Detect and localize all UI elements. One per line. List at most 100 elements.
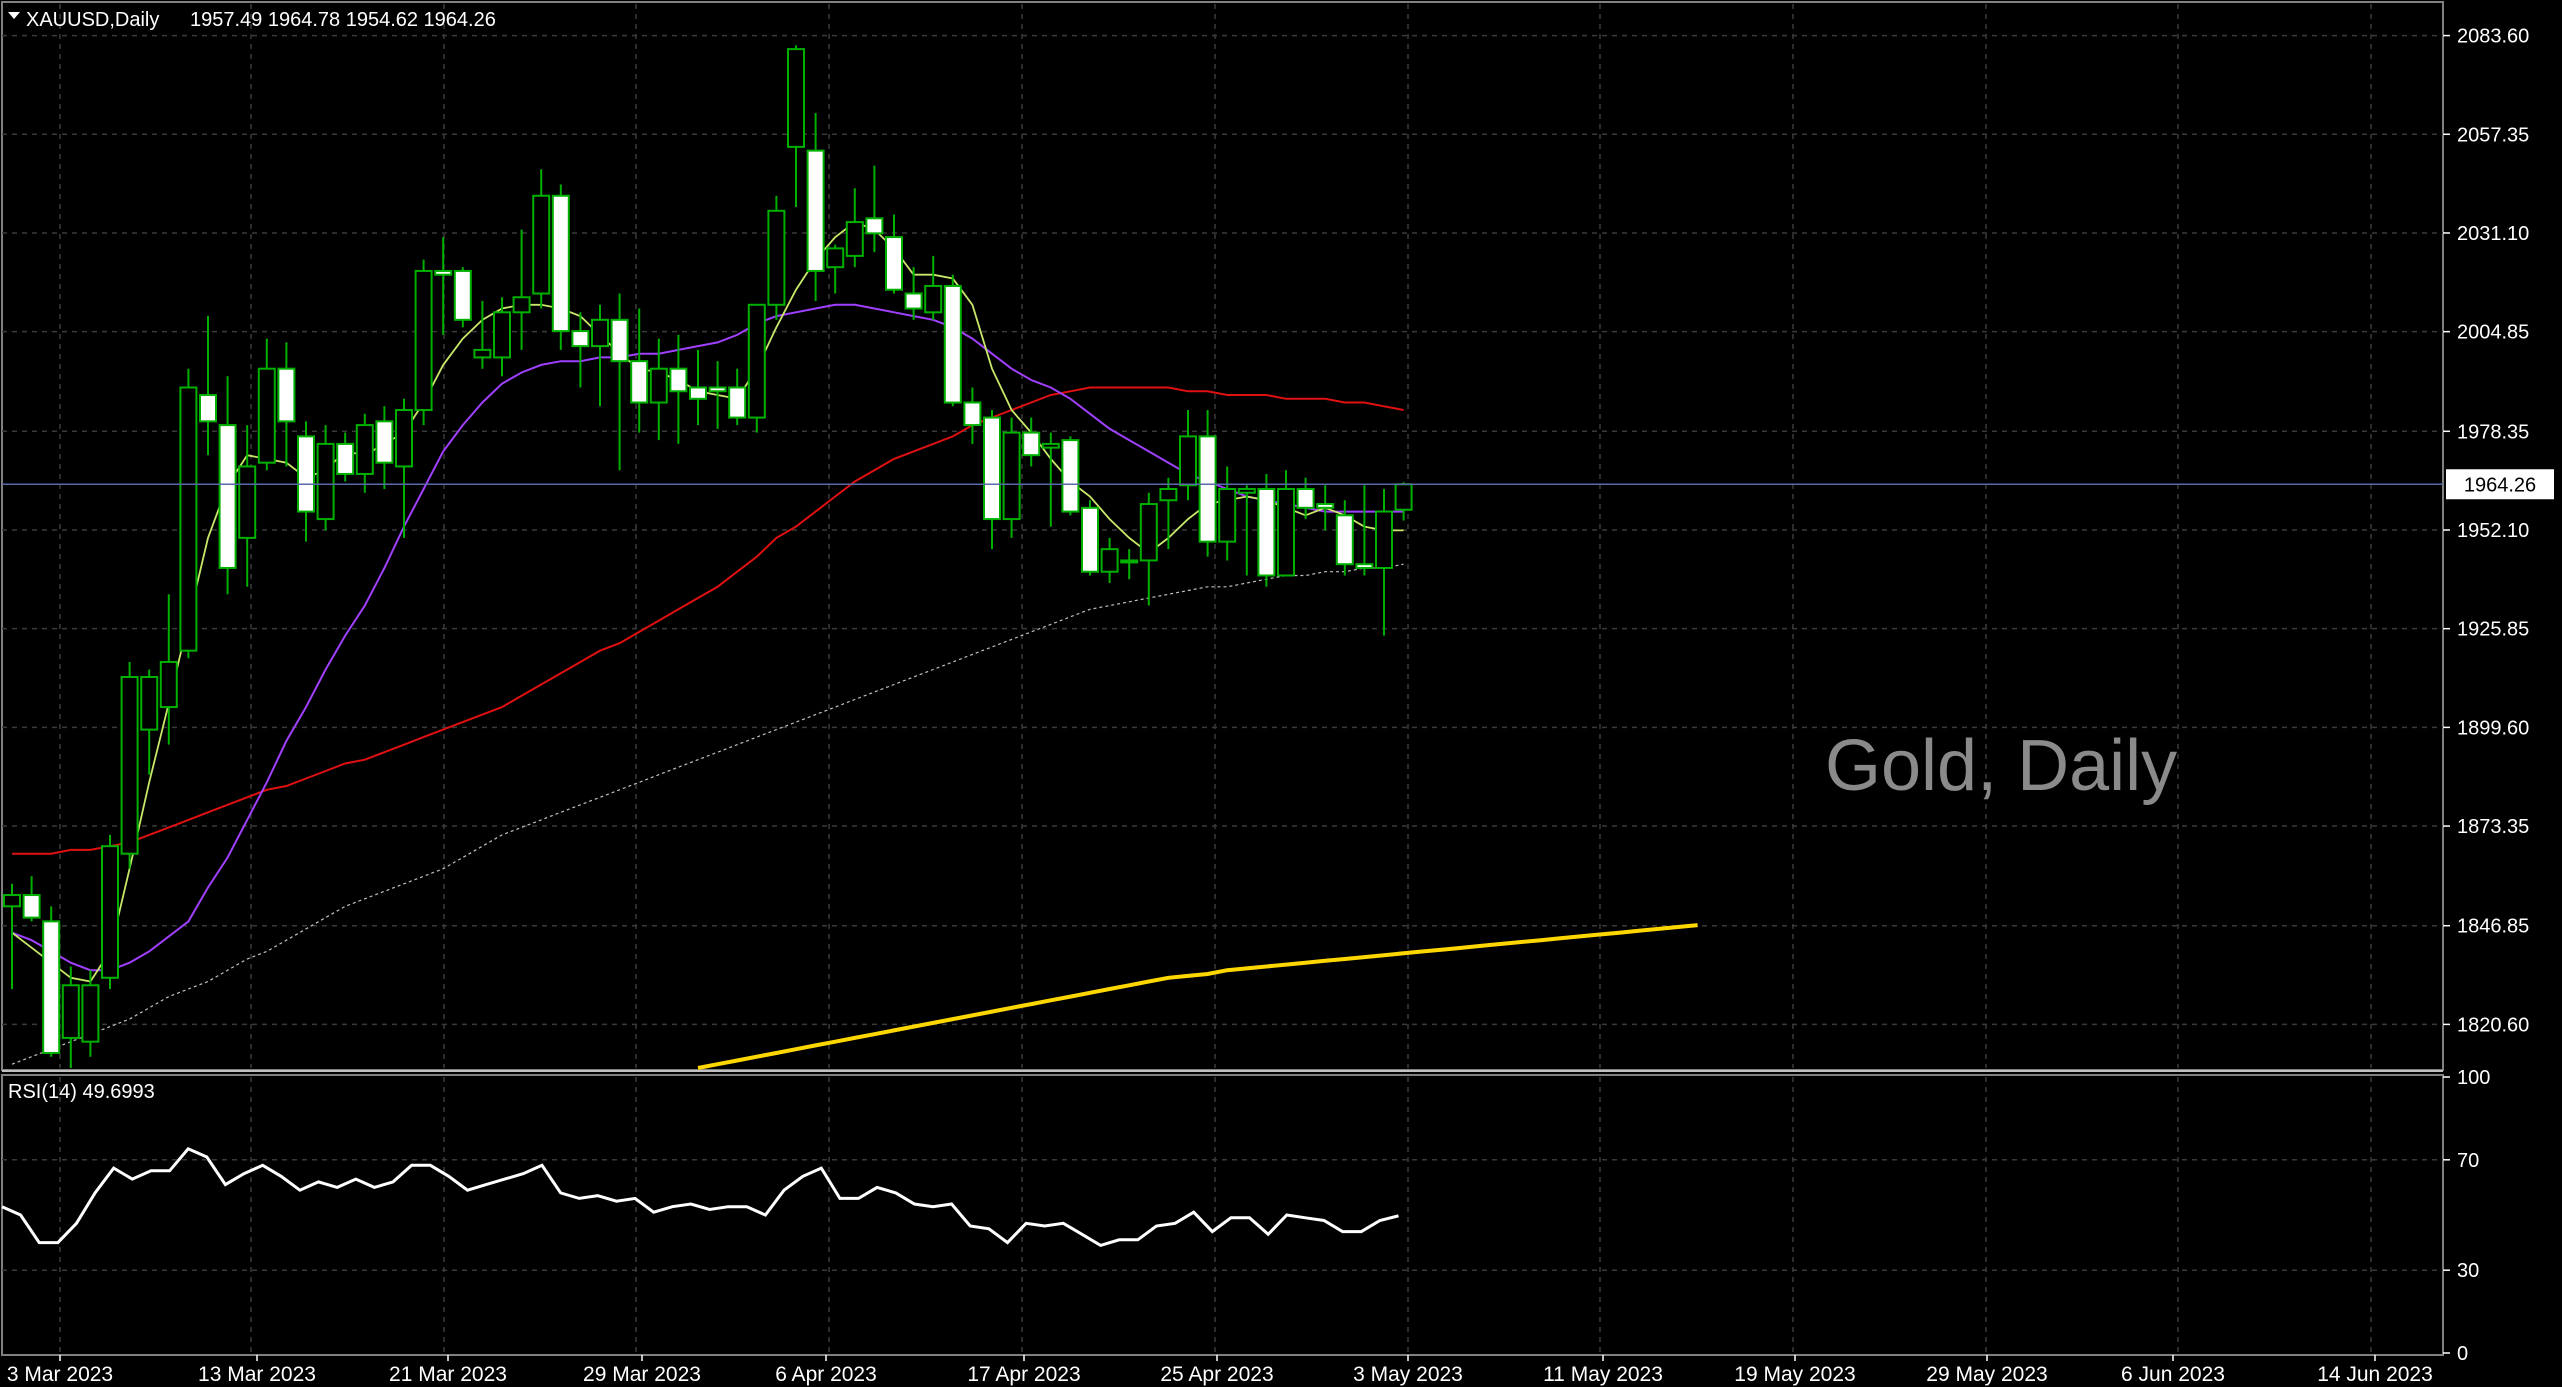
candle-body-bear <box>1316 503 1335 509</box>
candle <box>1335 500 1354 576</box>
price-tick-label: 2004.85 <box>2457 322 2529 344</box>
candle <box>1277 470 1295 577</box>
candle <box>512 229 531 350</box>
candle <box>1237 485 1256 576</box>
price-tick-label: 1846.85 <box>2457 916 2529 938</box>
grid <box>2 4 2443 1353</box>
candle-body-bull <box>414 269 433 412</box>
candle-body-bull <box>767 209 786 306</box>
candle-body-bull <box>532 194 551 295</box>
candle <box>1061 436 1080 516</box>
candle <box>1355 485 1374 576</box>
candle-body-bull <box>120 675 139 855</box>
candle-body-bear <box>375 420 394 464</box>
rsi-indicator <box>1 1146 1399 1248</box>
candle <box>316 425 335 531</box>
candle-body-bear <box>551 194 570 333</box>
candle-body-bull <box>1139 503 1158 562</box>
candle <box>61 966 80 1068</box>
candle-body-bull <box>159 660 178 709</box>
candle-body-bear <box>1061 439 1080 513</box>
candle-body-bear <box>1335 514 1354 566</box>
candle-body-bull <box>1375 510 1393 569</box>
candle <box>1198 410 1217 557</box>
candle <box>669 334 688 444</box>
candle <box>3 883 21 990</box>
candle <box>238 425 257 587</box>
candle <box>218 376 237 595</box>
candle <box>120 661 139 869</box>
candle-body-bear <box>943 284 962 404</box>
candle <box>277 342 296 467</box>
moving-averages <box>11 221 1698 1070</box>
candle-body-bull <box>1159 488 1178 502</box>
candle-body-bear <box>983 416 1001 521</box>
date-tick-label: 19 May 2023 <box>1734 1363 1855 1386</box>
candle-body-bear <box>218 424 237 569</box>
candle <box>473 301 492 369</box>
candle <box>159 594 178 745</box>
candle-body-bear <box>42 920 61 1054</box>
candle <box>904 267 923 320</box>
rsi-tick-label: 100 <box>2457 1067 2490 1089</box>
candle <box>689 349 707 426</box>
candle-body-bear <box>1022 431 1041 457</box>
ma-200-line <box>697 923 1698 1070</box>
candle-body-bull <box>61 984 80 1039</box>
candle-body-bull <box>355 424 374 475</box>
candle-body-bull <box>1002 431 1021 521</box>
rsi-tick-label: 70 <box>2457 1150 2479 1172</box>
rsi-panel-frame <box>1 1074 2444 1356</box>
candle-body-bear <box>963 401 982 427</box>
candle-body-bear <box>297 435 315 513</box>
candle-body-bull <box>473 348 492 359</box>
candle-body-bear <box>453 269 472 321</box>
rsi-label: RSI(14) 49.6993 <box>8 1081 155 1103</box>
candle <box>532 169 551 309</box>
candle <box>101 834 119 990</box>
candle-body-bull <box>924 284 943 314</box>
candle <box>375 406 394 490</box>
price-tick-label: 1820.60 <box>2457 1014 2529 1036</box>
date-tick-label: 6 Apr 2023 <box>775 1363 877 1386</box>
candle-body-bull <box>1218 488 1237 543</box>
candle <box>453 267 472 328</box>
date-tick-label: 29 May 2023 <box>1926 1363 2047 1386</box>
candle <box>787 45 805 208</box>
candle <box>610 293 629 471</box>
candle <box>199 316 217 456</box>
candle-body-bull <box>649 367 668 404</box>
candle <box>747 303 766 433</box>
candle <box>1041 432 1060 527</box>
candle-body-bear <box>1198 435 1217 543</box>
candle <box>1081 500 1099 576</box>
ma-long-line <box>11 563 1404 1065</box>
candle <box>1002 417 1021 538</box>
price-tick-label: 1873.35 <box>2457 816 2529 838</box>
candle <box>826 244 845 294</box>
candle-body-bear <box>669 367 688 393</box>
candle-body-bull <box>591 318 609 348</box>
candle-body-bear <box>806 149 825 272</box>
candle <box>22 876 41 922</box>
candle <box>963 387 982 444</box>
candle <box>42 906 61 1057</box>
candle <box>591 304 609 407</box>
candle <box>806 113 825 302</box>
date-tick-label: 13 Mar 2023 <box>198 1363 316 1386</box>
candle <box>1120 549 1139 580</box>
candle-body-bull <box>512 296 531 314</box>
rsi-tick-label: 0 <box>2457 1343 2468 1365</box>
candle <box>728 368 747 426</box>
candle <box>708 361 727 429</box>
candle-body-bear <box>904 292 923 310</box>
candle-body-bull <box>1237 488 1256 494</box>
candle-body-bull <box>140 675 159 731</box>
candle <box>81 970 100 1057</box>
candle <box>649 338 668 441</box>
ma-fast-line <box>11 221 1404 983</box>
price-tick-label: 1925.85 <box>2457 619 2529 641</box>
date-tick-label: 25 Apr 2023 <box>1160 1363 1273 1386</box>
collapse-triangle-icon[interactable] <box>8 12 20 19</box>
